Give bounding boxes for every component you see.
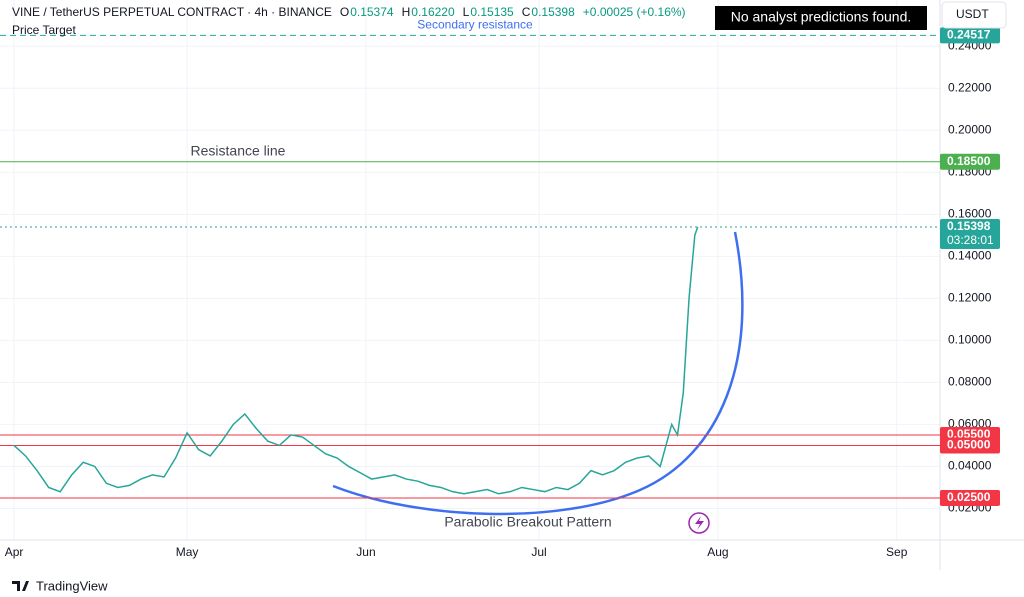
pattern-label: Parabolic Breakout Pattern xyxy=(444,514,611,530)
level-name: Secondary resistance xyxy=(417,18,533,32)
brand-icon xyxy=(12,581,29,591)
price-badge xyxy=(940,27,1000,44)
y-tick-label: 0.22000 xyxy=(948,80,992,94)
header-low: 0.15135 xyxy=(470,5,514,19)
price-badge-label: 0.18500 xyxy=(947,154,991,168)
x-tick-label: Jun xyxy=(356,545,375,559)
y-tick-label: 0.20000 xyxy=(948,122,992,136)
y-tick-label: 0.12000 xyxy=(948,291,992,305)
price-badge-label: 0.02500 xyxy=(947,490,991,504)
price-badge xyxy=(940,218,1000,249)
y-tick-label: 0.10000 xyxy=(948,333,992,347)
ohlc-prefix: L xyxy=(463,5,470,19)
tooltip-bg xyxy=(715,6,927,30)
header-high: 0.16220 xyxy=(411,5,455,19)
price-badge xyxy=(940,489,1000,506)
y-tick-label: 0.14000 xyxy=(948,249,992,263)
header-change: +0.00025 (+0.16%) xyxy=(583,5,686,19)
header-symbol: VINE / TetherUS PERPETUAL CONTRACT · 4h … xyxy=(12,5,332,19)
ohlc-prefix: H xyxy=(402,5,411,19)
price-badge xyxy=(940,437,1000,454)
level-name: Resistance line xyxy=(191,142,286,158)
ohlc-prefix: O xyxy=(340,5,349,19)
price-badge-label: 0.05000 xyxy=(947,438,991,452)
price-badge-label: 0.24517 xyxy=(947,28,991,42)
price-target-label: Price Target xyxy=(12,23,76,37)
price-line xyxy=(13,226,699,495)
tooltip: No analyst predictions found. xyxy=(731,9,912,25)
event-icon xyxy=(695,516,704,530)
pattern-curve xyxy=(332,231,744,516)
x-tick-label: Aug xyxy=(707,545,728,559)
ohlc-prefix: C xyxy=(522,5,531,19)
y-tick-label: 0.04000 xyxy=(948,459,992,473)
y-tick-label: 0.16000 xyxy=(948,206,992,220)
header-open: 0.15374 xyxy=(350,5,394,19)
x-tick-label: May xyxy=(176,545,199,559)
currency-button[interactable] xyxy=(941,1,1007,29)
event-icon[interactable] xyxy=(688,512,710,534)
countdown: 03:28:01 xyxy=(947,233,994,247)
price-badge xyxy=(940,153,1000,170)
brand: TradingView xyxy=(36,578,108,593)
header-close: 0.15398 xyxy=(531,5,575,19)
x-tick-label: Sep xyxy=(886,545,908,559)
currency: USDT xyxy=(956,7,989,21)
price-badge-label: 0.15398 xyxy=(947,219,991,233)
x-tick-label: Apr xyxy=(5,545,24,559)
x-tick-label: Jul xyxy=(531,545,546,559)
y-tick-label: 0.08000 xyxy=(948,375,992,389)
